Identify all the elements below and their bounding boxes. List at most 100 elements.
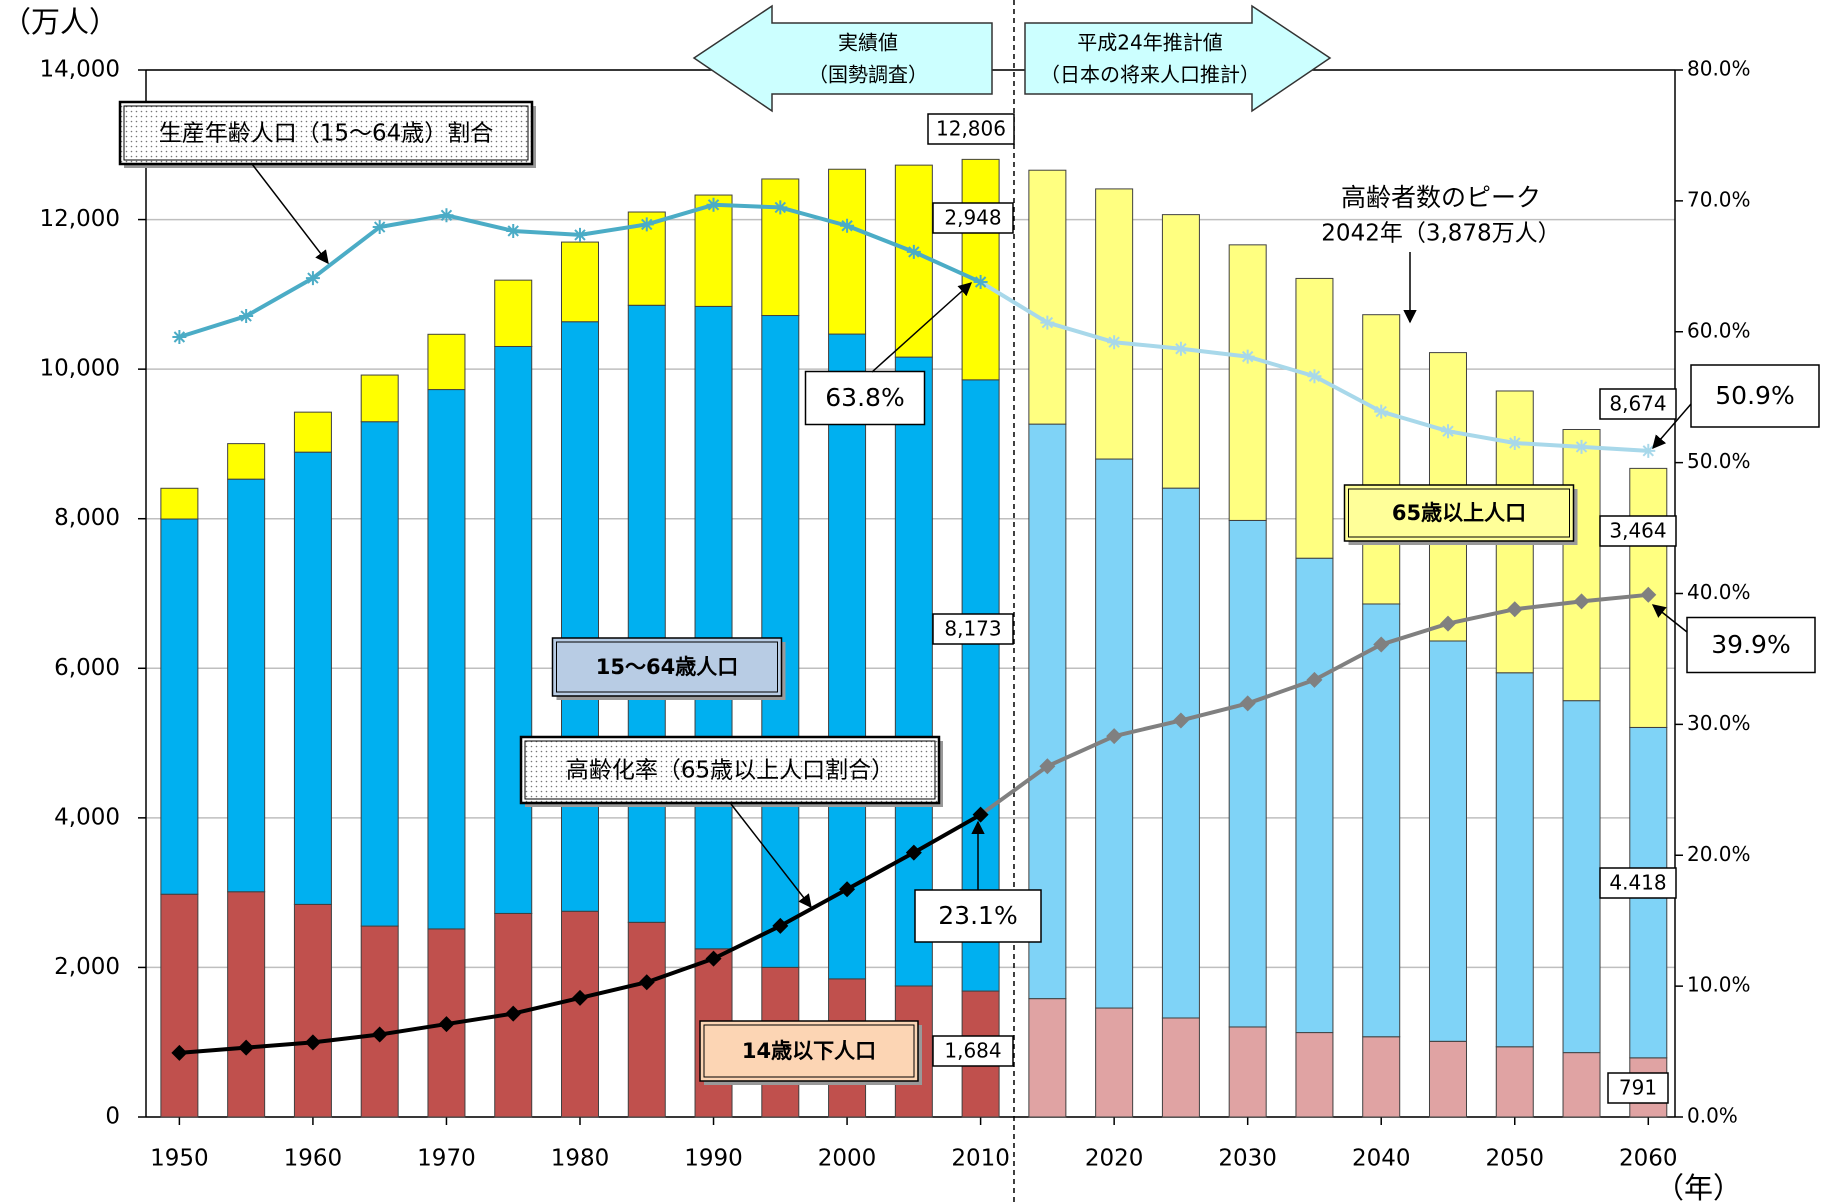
line-segment	[310, 225, 382, 281]
callout-arrow	[1651, 604, 1688, 633]
bar	[227, 891, 266, 1118]
callout-box-inner	[123, 105, 529, 161]
callout-text: 8,173	[944, 617, 1001, 641]
callout-arrow	[871, 282, 973, 373]
line-segment	[778, 887, 850, 928]
bar	[1028, 998, 1067, 1118]
bar	[1161, 1017, 1200, 1118]
bar	[1161, 487, 1200, 1019]
callout-text: 39.9%	[1711, 630, 1790, 659]
line-marker	[1374, 404, 1389, 419]
y-tick-label: 0	[105, 1104, 120, 1130]
bar	[360, 374, 399, 423]
callout-text: 63.8%	[825, 383, 904, 412]
callout-text: 1,684	[944, 1039, 1001, 1063]
callout-box	[927, 113, 1015, 145]
annotation: 2042年（3,878万人）	[1321, 221, 1560, 247]
bar	[1228, 519, 1267, 1028]
bar	[160, 893, 199, 1118]
bar	[227, 478, 266, 893]
line-segment	[177, 1045, 249, 1055]
annotation: 高齢者数のピーク	[1341, 183, 1541, 212]
x-tick-label: 2060	[1619, 1146, 1678, 1172]
line-segment	[1379, 621, 1450, 647]
line-segment	[444, 1011, 516, 1027]
callout-box-inner	[1348, 488, 1570, 538]
line-marker	[505, 1005, 522, 1022]
line-marker	[638, 974, 655, 991]
y2-tick-label: 40.0%	[1687, 580, 1751, 604]
callout-text: 14歳以下人口	[742, 1039, 876, 1063]
line-segment	[444, 213, 516, 233]
line-marker	[1173, 341, 1188, 356]
x-axis-label: （年）	[1655, 1171, 1742, 1203]
line-marker	[1507, 435, 1522, 450]
bar	[627, 921, 666, 1118]
callout-box	[1607, 1072, 1669, 1104]
y2-tick-label: 60.0%	[1687, 318, 1751, 342]
line-segment	[1445, 429, 1517, 445]
bar	[293, 451, 332, 905]
line-segment	[711, 202, 783, 210]
bar	[961, 158, 1000, 381]
callout-box	[551, 637, 783, 697]
line-marker	[172, 329, 187, 344]
callout-box	[804, 370, 926, 426]
callout-box	[914, 889, 1042, 943]
line-segment	[1178, 346, 1250, 359]
line-marker	[171, 1044, 188, 1061]
line-segment	[244, 276, 315, 319]
line-marker	[571, 989, 588, 1006]
line-marker	[1040, 315, 1055, 330]
line-marker	[238, 1039, 255, 1056]
annotation: （国勢調査）	[808, 63, 928, 87]
line-marker	[1172, 712, 1189, 729]
line-segment	[177, 314, 249, 339]
y-tick-label: 8,000	[54, 505, 120, 531]
line-marker	[906, 244, 921, 259]
bar	[227, 443, 266, 480]
line-segment	[577, 222, 649, 237]
line-marker	[840, 218, 855, 233]
bar	[427, 333, 466, 391]
callout-box	[1599, 867, 1677, 899]
bar	[1295, 557, 1334, 1034]
callout-text: 4.418	[1609, 871, 1666, 895]
line-segment	[1445, 607, 1517, 626]
line-segment	[1312, 374, 1384, 414]
y2-tick-label: 70.0%	[1687, 187, 1751, 211]
line-segment	[1245, 354, 1317, 379]
line-marker	[438, 1016, 455, 1033]
x-tick-label: 2050	[1485, 1146, 1544, 1172]
bar	[694, 194, 733, 307]
line-marker	[305, 271, 320, 286]
line-marker	[705, 950, 722, 967]
y-tick-label: 10,000	[40, 356, 120, 382]
y2-tick-label: 50.0%	[1687, 449, 1751, 473]
observed-arrow	[692, 4, 993, 113]
bar	[427, 389, 466, 930]
line-marker	[239, 309, 254, 324]
x-tick-label: 1990	[684, 1146, 743, 1172]
callout-box	[1690, 364, 1820, 428]
callout-text: 8,674	[1609, 392, 1666, 416]
bar	[160, 518, 199, 895]
line-marker	[506, 223, 521, 238]
callout-box	[932, 202, 1014, 234]
line-segment	[377, 1022, 449, 1037]
bar	[1228, 244, 1267, 521]
line-marker	[304, 1034, 321, 1051]
y-tick-label: 12,000	[40, 206, 120, 232]
y2-tick-label: 20.0%	[1687, 842, 1751, 866]
bar	[494, 279, 533, 347]
line-marker	[1440, 424, 1455, 439]
line-marker	[1039, 758, 1056, 775]
y2-tick-label: 10.0%	[1687, 973, 1751, 997]
bar	[360, 421, 399, 927]
x-tick-label: 2010	[951, 1146, 1010, 1172]
line-marker	[1106, 728, 1123, 745]
bar	[160, 487, 199, 520]
annotation: 平成24年推計値	[1077, 31, 1222, 55]
line-marker	[706, 197, 721, 212]
